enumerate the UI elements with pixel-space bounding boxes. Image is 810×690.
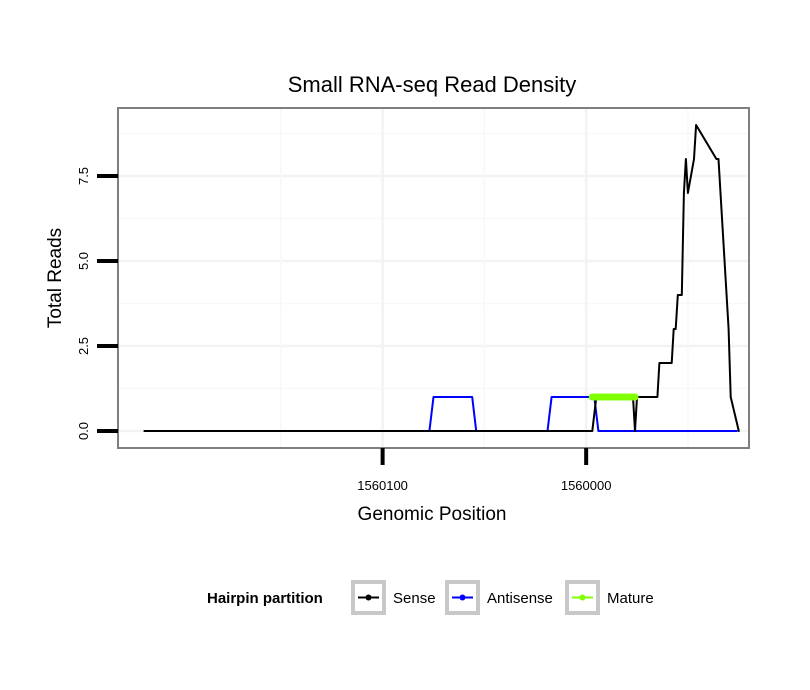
y-tick-label: 0.0 <box>76 422 91 440</box>
x-axis-title: Genomic Position <box>358 504 507 525</box>
gridlines <box>118 108 749 448</box>
chart-title: Small RNA-seq Read Density <box>288 72 577 97</box>
series-line-antisense <box>143 396 738 432</box>
y-tick-label: 5.0 <box>76 252 91 270</box>
mature-point <box>631 393 639 401</box>
series-layer <box>143 124 740 432</box>
legend: Hairpin partition Sense Antisense Mature <box>207 580 654 615</box>
legend-swatch-dot <box>365 594 372 601</box>
legend-swatch-dot <box>459 594 466 601</box>
y-axis: 0.0 2.5 5.0 7.5 <box>76 167 118 440</box>
legend-label-sense: Sense <box>393 590 436 607</box>
legend-swatch-dot <box>579 594 586 601</box>
series-line-sense <box>143 124 740 432</box>
x-tick-label: 1560000 <box>561 478 612 493</box>
legend-label-mature: Mature <box>607 590 654 607</box>
x-axis: 1560100 1560000 <box>357 448 611 493</box>
y-tick-label: 7.5 <box>76 167 91 185</box>
legend-title: Hairpin partition <box>207 590 323 607</box>
y-axis-title: Total Reads <box>45 228 66 328</box>
plot-panel <box>117 107 750 449</box>
x-tick-label: 1560100 <box>357 478 408 493</box>
legend-label-antisense: Antisense <box>487 590 553 607</box>
y-tick-label: 2.5 <box>76 337 91 355</box>
